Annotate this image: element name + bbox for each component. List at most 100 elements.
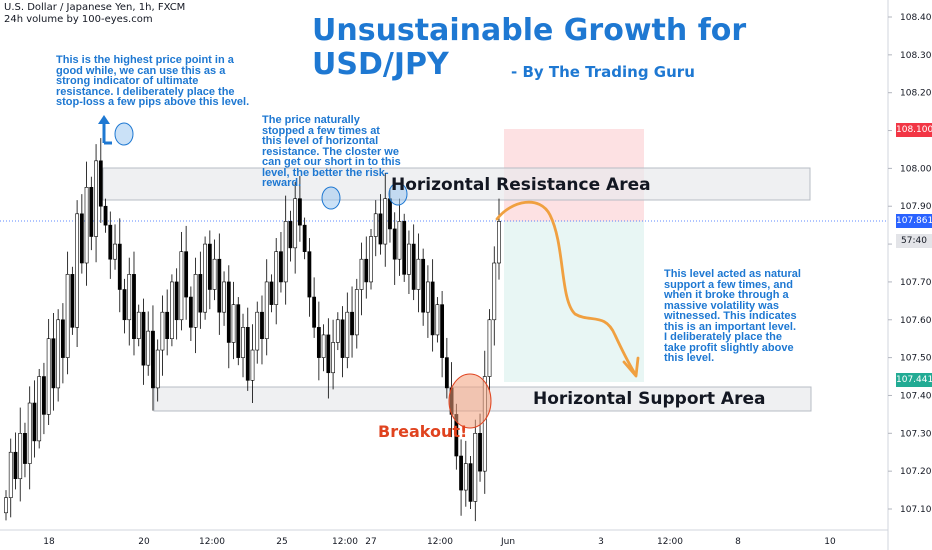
candle-body	[245, 327, 250, 381]
resistance-touch-marker	[321, 186, 341, 210]
candle-body	[274, 251, 279, 305]
title-line-2: USD/JPY	[312, 47, 449, 82]
projected-arrow-head-icon	[622, 356, 640, 378]
candle-body	[279, 251, 283, 283]
candle-body	[459, 455, 463, 491]
y-tick-label: 107.100	[900, 505, 932, 515]
candle-body	[288, 221, 293, 249]
candle-body	[260, 311, 264, 339]
candle-body	[302, 224, 307, 252]
candle-body	[392, 228, 397, 260]
candle-body	[293, 198, 298, 249]
candle-body	[373, 213, 378, 237]
candle-body	[127, 274, 132, 321]
candle-body	[397, 221, 402, 260]
y-tick-label: 107.400	[900, 391, 932, 401]
candle-body	[473, 433, 478, 502]
take-profit-zone	[504, 221, 644, 382]
candle-body	[198, 274, 203, 313]
candle-body	[255, 311, 260, 351]
candle-body	[492, 262, 497, 321]
y-tick-label: 107.500	[900, 354, 932, 364]
y-tick-label: 107.900	[900, 202, 932, 212]
x-tick-label: 20	[138, 537, 150, 547]
candle-body	[32, 402, 37, 442]
x-tick-label: 18	[43, 537, 55, 547]
y-tick-label: 107.300	[900, 429, 932, 439]
resistance-touch-marker	[114, 122, 134, 146]
candle-body	[236, 304, 241, 358]
candle-body	[42, 376, 46, 415]
candle-body	[345, 311, 350, 358]
current-price-badge: 107.861	[896, 214, 932, 228]
candle-body	[207, 243, 212, 290]
candle-body	[108, 224, 113, 260]
candle-body	[359, 258, 364, 290]
candle-body	[155, 349, 160, 389]
candle-body	[8, 451, 13, 498]
candle-body	[23, 433, 27, 464]
candle-body	[4, 497, 8, 514]
candle-body	[179, 251, 184, 321]
candle-body	[103, 205, 108, 226]
x-tick-label: 12:00	[427, 537, 453, 547]
candle-body	[487, 319, 492, 377]
candle-body	[331, 342, 335, 374]
candle-body	[364, 258, 369, 283]
candle-body	[132, 274, 136, 339]
x-tick-label: 12:00	[332, 537, 358, 547]
candle-body	[226, 281, 231, 343]
candle-body	[37, 376, 42, 442]
x-tick-label: 8	[735, 537, 741, 547]
candle-body	[188, 296, 193, 328]
candle-body	[264, 281, 269, 339]
candle-body	[174, 281, 179, 321]
candle-body	[146, 330, 151, 366]
candle-body	[117, 243, 122, 290]
y-tick-label: 108.400	[900, 13, 932, 23]
candle-body	[421, 258, 426, 313]
candle-body	[425, 281, 430, 313]
x-tick-label: 12:00	[657, 537, 683, 547]
candle-body	[388, 198, 392, 230]
candle-body	[51, 338, 56, 389]
candle-body	[354, 289, 359, 336]
x-tick-label: 25	[276, 537, 287, 547]
top-annotation: This is the highest price point in a goo…	[56, 54, 250, 108]
chart-title: Unsustainable Growth for USD/JPY	[312, 14, 746, 82]
candle-body	[122, 289, 127, 321]
projected-path-arrow	[495, 200, 636, 374]
candle-body	[46, 338, 51, 415]
y-tick-label: 108.200	[900, 89, 932, 99]
candle-body	[141, 311, 146, 366]
stop-price-badge: 108.100	[896, 123, 932, 137]
resistance-zone	[102, 167, 811, 201]
support-label: Horizontal Support Area	[533, 389, 766, 409]
title-line-1: Unsustainable Growth for	[312, 13, 747, 48]
candle-body	[411, 243, 416, 290]
candle-body	[136, 311, 141, 339]
volume-label: 24h volume by 100-eyes.com	[4, 14, 153, 25]
candle-body	[27, 402, 32, 464]
y-tick-label: 107.700	[900, 278, 932, 288]
candle-body	[222, 281, 226, 313]
candle-body	[430, 281, 435, 336]
candle-body	[231, 304, 236, 343]
x-tick-label: 12:00	[199, 537, 225, 547]
candle-body	[283, 221, 288, 283]
y-tick-label: 107.200	[900, 467, 932, 477]
candle-body	[165, 311, 170, 339]
candle-body	[56, 319, 61, 389]
y-tick-label: 108.300	[900, 51, 932, 61]
y-tick-label: 107.600	[900, 316, 932, 326]
candle-body	[151, 330, 155, 389]
candle-body	[416, 258, 421, 290]
candle-body	[13, 451, 18, 480]
candle-body	[378, 213, 383, 245]
candle-body	[482, 376, 487, 472]
candle-body	[440, 304, 445, 358]
candle-body	[203, 243, 207, 313]
x-tick-label: Jun	[500, 537, 515, 547]
candle-body	[60, 319, 65, 358]
